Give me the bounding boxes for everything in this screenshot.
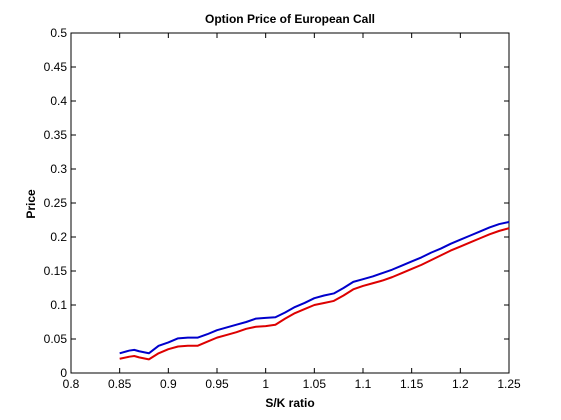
series-line-1 (119, 221, 510, 355)
y-tick-label: 0.2 (50, 230, 67, 244)
chart-title: Option Price of European Call (205, 12, 375, 26)
x-tick-label: 1.05 (303, 377, 327, 391)
series-line-2 (119, 227, 510, 361)
plot-area (70, 32, 510, 374)
y-tick-label: 0.15 (44, 264, 68, 278)
x-tick-label: 1.2 (452, 377, 469, 391)
y-tick-label: 0.1 (50, 298, 67, 312)
y-tick-label: 0.4 (50, 94, 67, 108)
x-tick-label: 1.1 (355, 377, 372, 391)
x-tick-label: 1.25 (497, 377, 521, 391)
x-tick-label: 0.8 (63, 377, 80, 391)
ticks-group: 0.8 0.85 0.9 0.95 1 1.05 1.1 1.15 1.2 1.25 0 0.05 0.… (44, 26, 521, 391)
x-tick-label: 0.95 (205, 377, 229, 391)
y-tick-label: 0.45 (44, 60, 68, 74)
series-group (119, 221, 510, 361)
x-tick-label: 0.85 (108, 377, 132, 391)
x-axis-title: S/K ratio (265, 396, 314, 410)
y-axis-title: Price (24, 189, 38, 219)
y-tick-label: 0.5 (50, 26, 67, 40)
x-tick-label: 1 (262, 377, 269, 391)
x-tick-label: 1.15 (400, 377, 424, 391)
y-tick-label: 0.35 (44, 128, 68, 142)
y-tick-label: 0 (60, 366, 67, 380)
axes-box (70, 32, 510, 374)
y-tick-label: 0.05 (44, 332, 68, 346)
y-tick-label: 0.25 (44, 196, 68, 210)
y-tick-label: 0.3 (50, 162, 67, 176)
x-tick-label: 0.9 (160, 377, 177, 391)
